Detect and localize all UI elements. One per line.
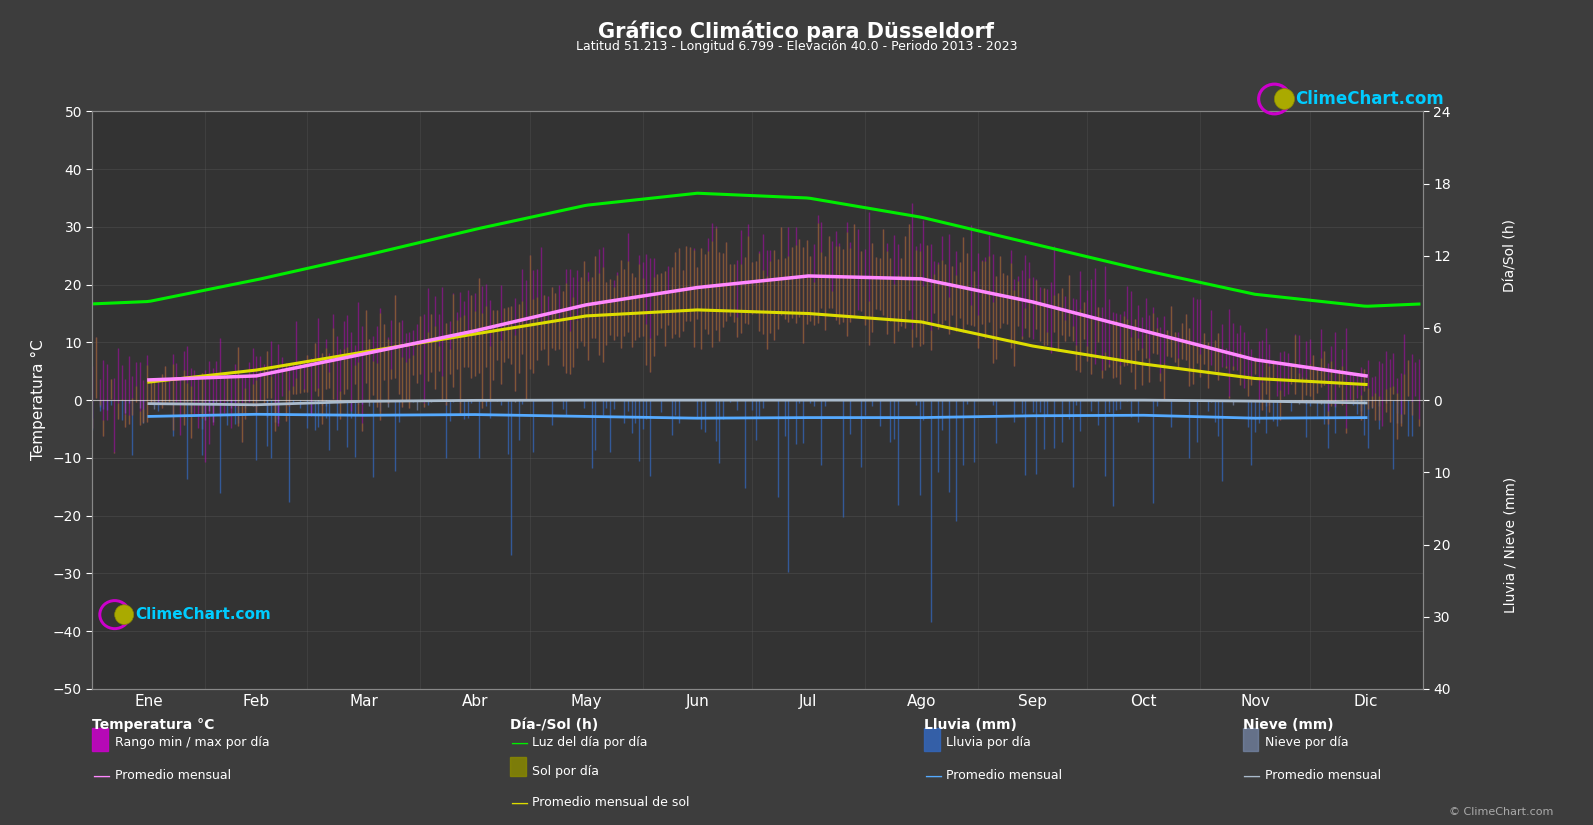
- Text: —: —: [510, 733, 527, 752]
- Text: Luz del día por día: Luz del día por día: [532, 736, 648, 749]
- Text: Gráfico Climático para Düsseldorf: Gráfico Climático para Düsseldorf: [599, 21, 994, 42]
- Text: Sol por día: Sol por día: [532, 765, 599, 778]
- Text: ClimeChart.com: ClimeChart.com: [1295, 90, 1443, 108]
- Text: Promedio mensual: Promedio mensual: [1265, 769, 1381, 782]
- Text: Nieve (mm): Nieve (mm): [1243, 718, 1333, 732]
- Text: Lluvia por día: Lluvia por día: [946, 736, 1031, 749]
- Text: —: —: [510, 794, 527, 812]
- Text: ClimeChart.com: ClimeChart.com: [135, 607, 271, 622]
- Text: Promedio mensual de sol: Promedio mensual de sol: [532, 796, 690, 809]
- Text: Lluvia / Nieve (mm): Lluvia / Nieve (mm): [1504, 476, 1517, 613]
- Text: Rango min / max por día: Rango min / max por día: [115, 736, 269, 749]
- Text: Temperatura °C: Temperatura °C: [92, 718, 215, 732]
- Text: Promedio mensual: Promedio mensual: [115, 769, 231, 782]
- Text: —: —: [924, 766, 941, 785]
- Text: Lluvia (mm): Lluvia (mm): [924, 718, 1016, 732]
- Text: Promedio mensual: Promedio mensual: [946, 769, 1063, 782]
- Text: © ClimeChart.com: © ClimeChart.com: [1448, 807, 1553, 817]
- Text: Latitud 51.213 - Longitud 6.799 - Elevación 40.0 - Periodo 2013 - 2023: Latitud 51.213 - Longitud 6.799 - Elevac…: [575, 40, 1018, 53]
- Text: —: —: [1243, 766, 1260, 785]
- Y-axis label: Temperatura °C: Temperatura °C: [30, 340, 46, 460]
- Text: Día/Sol (h): Día/Sol (h): [1504, 219, 1517, 292]
- Text: Nieve por día: Nieve por día: [1265, 736, 1348, 749]
- Text: Día-/Sol (h): Día-/Sol (h): [510, 718, 597, 732]
- Text: —: —: [92, 766, 110, 785]
